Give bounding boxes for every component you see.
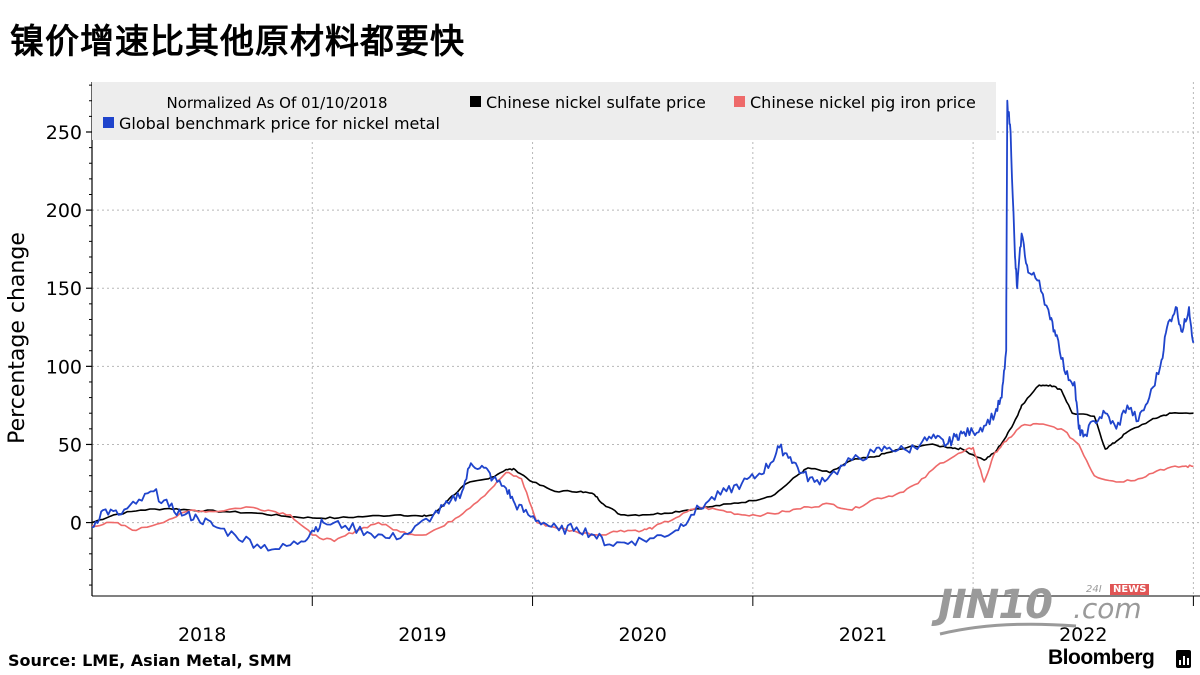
watermark-suffix: .com — [1073, 592, 1142, 625]
legend-swatch-benchmark — [103, 117, 114, 128]
legend-label-benchmark: Global benchmark price for nickel metal — [119, 114, 440, 133]
legend-label-sulfate: Chinese nickel sulfate price — [486, 93, 706, 112]
series-lines — [91, 99, 1195, 552]
grid-lines — [92, 82, 1200, 596]
x-tick-label: 2019 — [398, 624, 446, 646]
source-note: Source: LME, Asian Metal, SMM — [8, 651, 292, 670]
y-tick-label: 200 — [46, 200, 82, 222]
brand-name: Bloomberg — [1048, 646, 1155, 669]
axes: 0 50 100 150 200 250 2018 2019 2020 2021 2022 — [46, 82, 1200, 646]
legend-swatch-pig-iron — [734, 96, 745, 107]
legend-background — [92, 82, 996, 140]
x-tick-label: 2022 — [1059, 624, 1107, 646]
watermark-logo: JIN10 .com 24I NEWS — [938, 582, 1153, 642]
legend-swatch-sulfate — [470, 96, 481, 107]
y-tick-label: 250 — [46, 122, 82, 144]
x-tick-label: 2018 — [178, 624, 226, 646]
chart-title: 镍价增速比其他原材料都要快 — [10, 22, 465, 62]
series-line-global-benchmark-price-for-nickel-metal — [91, 99, 1195, 552]
legend-header: Normalized As Of 01/10/2018 — [167, 94, 388, 112]
y-tick-label: 0 — [70, 513, 82, 535]
y-tick-label: 100 — [46, 356, 82, 378]
watermark-swoosh-icon — [939, 622, 1077, 636]
series-line-chinese-nickel-pig-iron-price — [91, 422, 1194, 543]
watermark-main: JIN10 — [938, 582, 1053, 628]
y-tick-label: 50 — [58, 434, 82, 456]
watermark-tag-num: 24I — [1086, 584, 1102, 595]
legend: Normalized As Of 01/10/2018 Chinese nick… — [92, 82, 996, 140]
x-tick-label: 2020 — [619, 624, 667, 646]
watermark-tag-news: NEWS — [1110, 584, 1150, 595]
legend-label-pig-iron: Chinese nickel pig iron price — [750, 93, 976, 112]
bloomberg-terminal-icon — [1176, 650, 1191, 668]
y-axis-label: Percentage change — [5, 232, 30, 444]
y-tick-label: 150 — [46, 278, 82, 300]
x-tick-label: 2021 — [839, 624, 887, 646]
series-line-chinese-nickel-sulfate-price — [91, 384, 1194, 524]
